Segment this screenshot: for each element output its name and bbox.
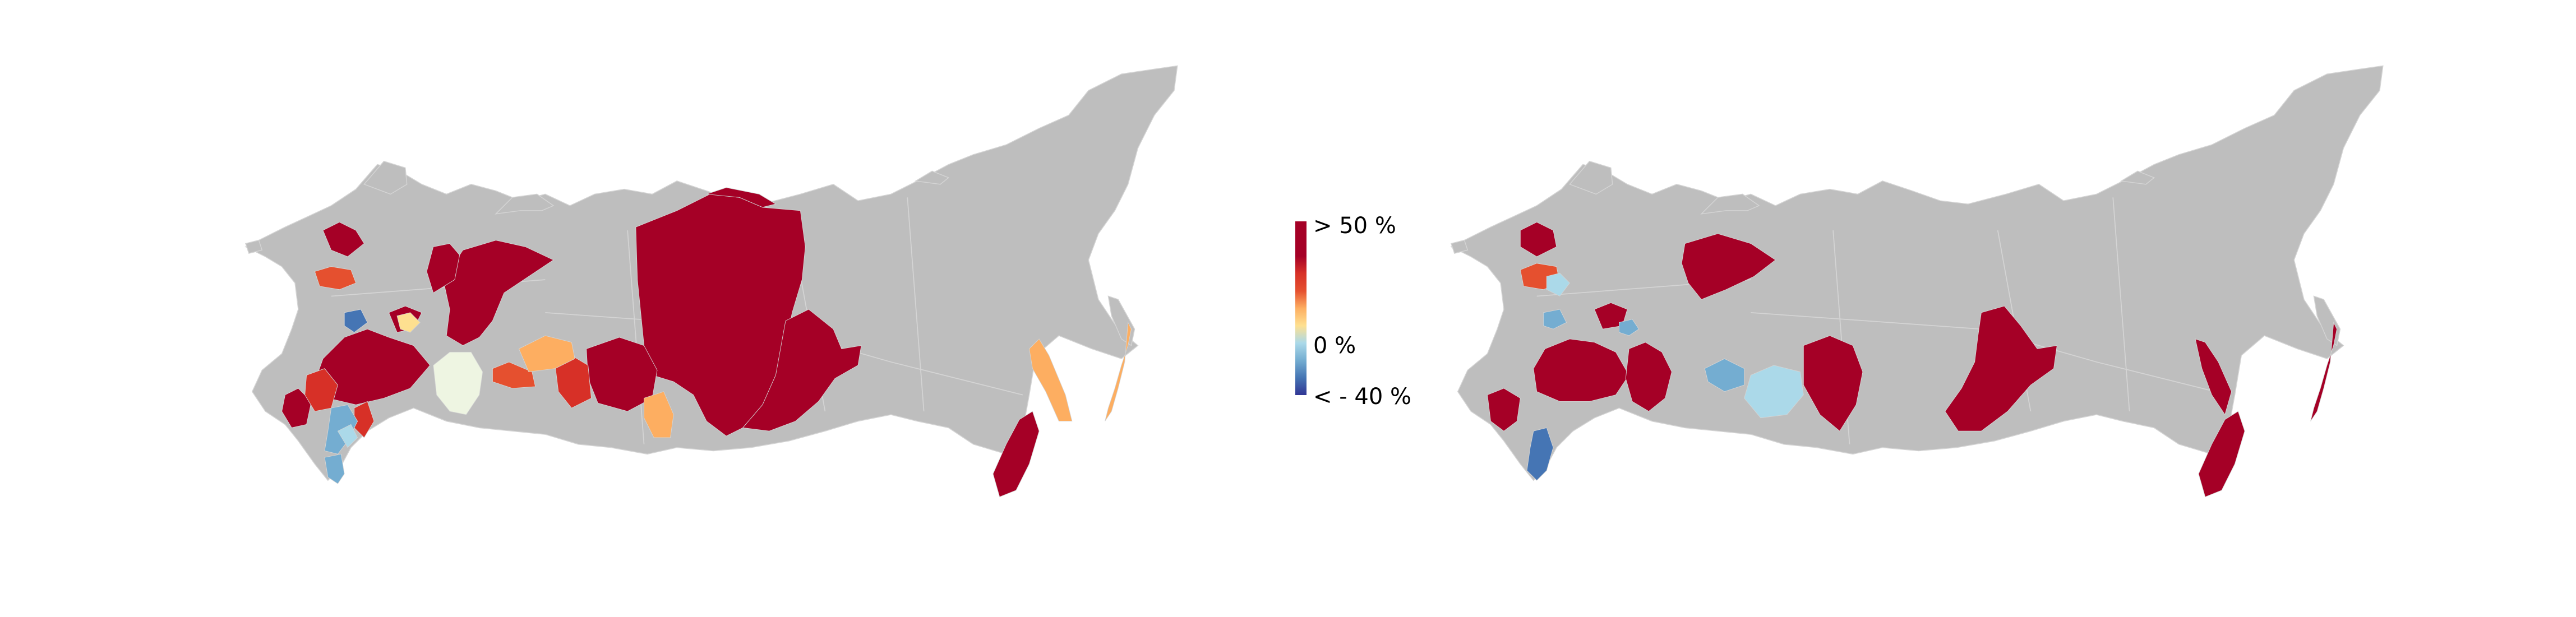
novosibirsk-kemerovo [1803,335,1863,432]
perm-chelyabinsk [433,351,483,415]
left-map-regions [281,187,1132,498]
northwest-region [322,221,364,257]
caucasus-west [1487,388,1521,432]
kola-peninsula [363,160,408,195]
kuril-islands [2310,321,2338,421]
north-caucasus-blue [1526,427,1554,481]
omsk-region [1744,365,1804,419]
kurgan-region [492,361,536,389]
tyumen-region [442,240,554,346]
moscow-region [344,309,368,333]
russia-landmass [1450,65,2384,481]
legend-min-label: < - 40 % [1313,384,1411,410]
northwest-region [1520,221,1557,257]
novaya-zemlya [495,193,555,215]
komi-region [426,243,460,294]
kostroma-area [1546,272,1570,297]
kaliningrad [245,239,263,254]
kola-peninsula [1569,160,1613,195]
right-map-regions [1487,221,2338,498]
tyumen-khanty [1681,233,1776,300]
dagestan-area [324,453,345,484]
right-map-base [1450,65,2384,481]
primorye [2198,411,2245,498]
khabarovsk-coast [2195,338,2232,415]
left-map [244,65,1178,498]
irkutsk-region [1945,305,2057,432]
colorbar [1295,221,1307,395]
taimyr-peninsula [706,187,777,208]
colorbar-fill [1295,221,1307,395]
new-siberian-islands [2120,170,2155,185]
novaya-zemlya [1700,193,1760,215]
kaliningrad [1451,239,1469,254]
right-map [1450,65,2384,498]
kuril-islands [1105,321,1132,421]
legend-max-label: > 50 % [1313,213,1396,239]
irkutsk-region [742,309,862,432]
omsk-region [518,335,575,373]
southwest-cluster [1533,338,1629,402]
bashkortostan [1619,319,1640,336]
far-south-west [281,388,312,428]
kirov-region [396,312,421,333]
primorye [992,411,1040,498]
volga-ural-cluster [1625,342,1672,412]
west-center-region [314,266,357,290]
kurgan-region [1704,358,1745,392]
legend-mid-label: 0 % [1313,333,1356,359]
kamchatka [1029,338,1073,422]
stavropol-area [337,424,358,448]
novosibirsk-south [644,391,674,438]
new-siberian-islands [914,170,950,185]
moscow-region [1543,309,1567,330]
